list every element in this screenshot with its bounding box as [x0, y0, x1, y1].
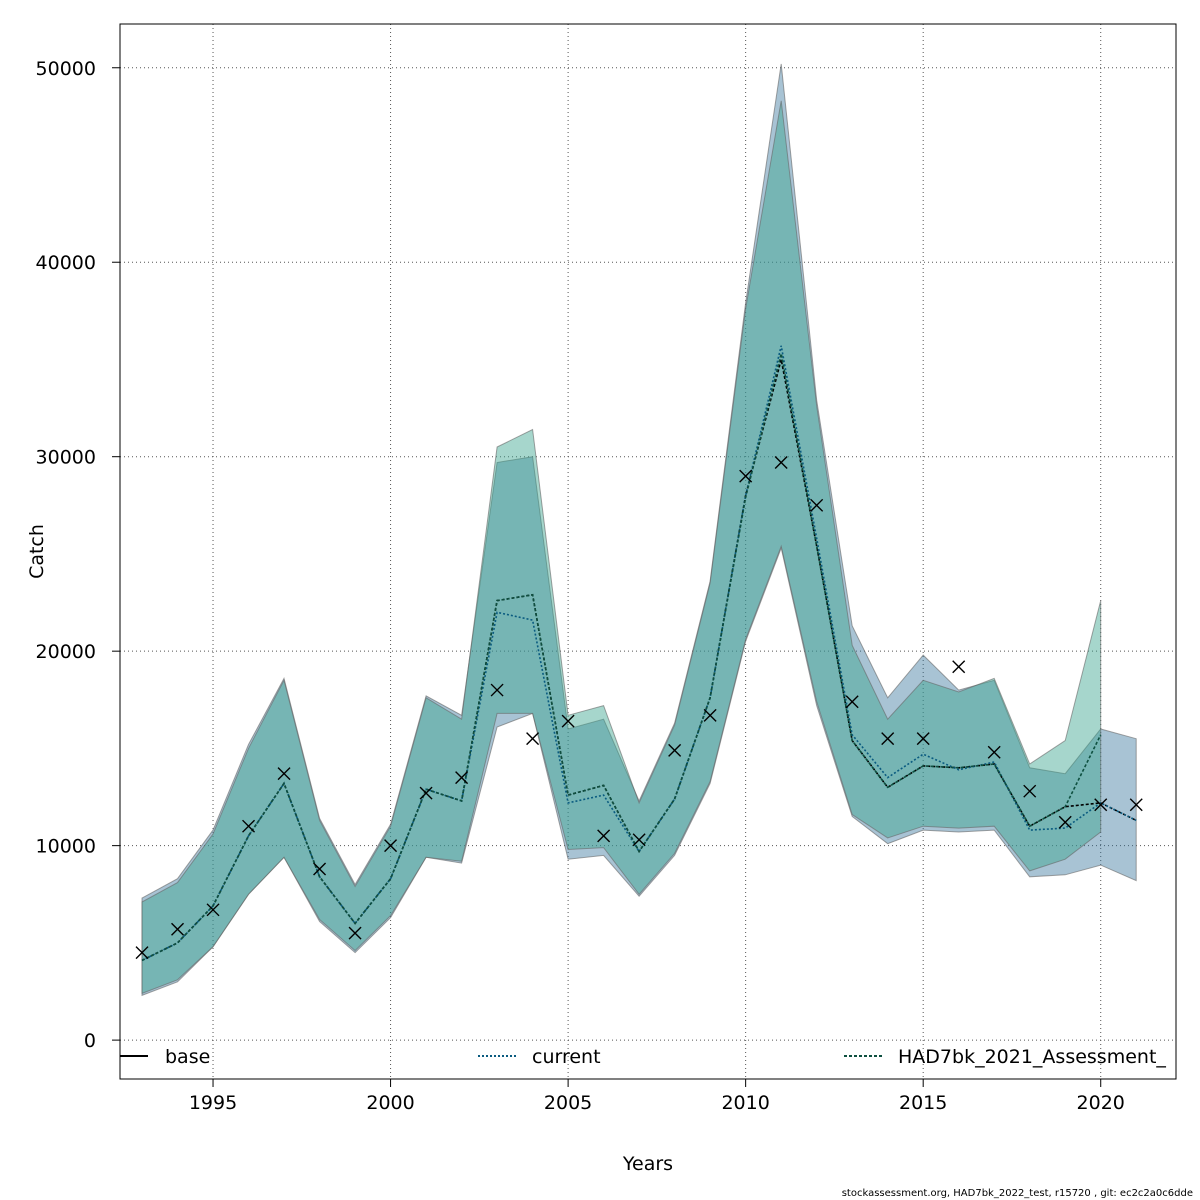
line-previous [141, 353, 1102, 962]
x-tick-label: 2015 [899, 1092, 947, 1114]
x-tick-label: 2020 [1077, 1092, 1125, 1114]
x-tick-label: 2000 [366, 1092, 414, 1114]
legend-label-current: current [532, 1046, 601, 1068]
y-tick-label: 40000 [36, 252, 96, 274]
observed-point [313, 862, 327, 876]
y-axis-title: Catch [26, 524, 48, 579]
legend-label-previous: HAD7bk_2021_Assessment_ [898, 1046, 1166, 1068]
observed-point [774, 456, 788, 470]
series-lines [141, 345, 1137, 962]
observed-point [348, 926, 362, 940]
observed-point [1129, 798, 1143, 812]
observed-point [703, 708, 717, 722]
observed-point [1023, 784, 1037, 798]
observed-point [845, 695, 859, 709]
observed-point [277, 767, 291, 781]
x-tick-label: 2010 [721, 1092, 769, 1114]
observed-point [668, 743, 682, 757]
observed-point [881, 732, 895, 746]
band-base [141, 63, 1137, 997]
observed-point [455, 771, 469, 785]
x-axis-title: Years [622, 1153, 673, 1175]
observed-point [739, 469, 753, 483]
observed-point [242, 819, 256, 833]
y-tick-label: 20000 [36, 641, 96, 663]
observed-point [597, 829, 611, 843]
observed-point [1058, 815, 1072, 829]
observed-point [206, 903, 220, 917]
x-axis: 1995 2000 2005 2010 2015 2020 [189, 1079, 1125, 1114]
legend-label-base: base [165, 1046, 210, 1068]
observed-point [384, 839, 398, 853]
observed-point [490, 683, 504, 697]
observed-point [810, 498, 824, 512]
observed-point [171, 922, 185, 936]
y-tick-label: 10000 [36, 836, 96, 858]
observed-point [419, 786, 433, 800]
x-tick-label: 1995 [189, 1092, 237, 1114]
observed-points [135, 456, 1143, 960]
confidence-bands [141, 63, 1137, 997]
legend: base current HAD7bk_2021_Assessment_ [120, 1046, 1166, 1068]
observed-point [526, 732, 540, 746]
line-current [141, 345, 1137, 962]
observed-point [916, 732, 930, 746]
observed-point [1094, 798, 1108, 812]
band-previous [141, 100, 1102, 995]
observed-point [135, 946, 149, 960]
y-tick-label: 0 [84, 1030, 96, 1052]
y-tick-label: 30000 [36, 447, 96, 469]
y-tick-label: 50000 [36, 58, 96, 80]
observed-point [987, 745, 1001, 759]
observed-point [632, 833, 646, 847]
y-axis: 0 10000 20000 30000 40000 50000 [36, 58, 120, 1052]
observed-point [561, 714, 575, 728]
plot-frame [119, 23, 1177, 1080]
x-tick-label: 2005 [544, 1092, 592, 1114]
footer-attribution: stockassessment.org, HAD7bk_2022_test, r… [842, 1188, 1193, 1199]
grid-lines [120, 24, 1176, 1079]
observed-point [952, 660, 966, 674]
